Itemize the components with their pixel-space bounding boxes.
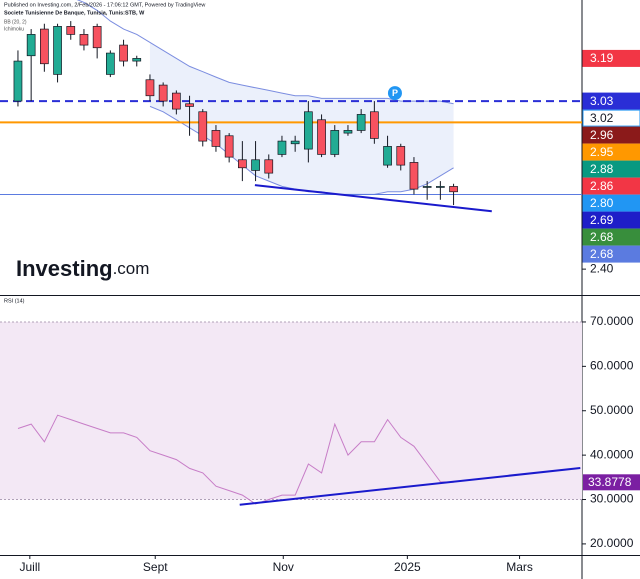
x-tick-label: Mars xyxy=(506,560,533,574)
candle-body xyxy=(277,140,287,155)
y-tick-label: 70.0000 xyxy=(590,314,634,328)
candle-body xyxy=(198,111,208,142)
candle-body xyxy=(422,186,432,188)
candle-body xyxy=(53,26,62,75)
level-label: 2.80 xyxy=(590,196,614,210)
watermark-brand: Investing xyxy=(16,256,113,281)
level-label-box xyxy=(582,160,640,178)
trendline xyxy=(239,467,581,506)
candle-body xyxy=(330,130,340,155)
level-label-box xyxy=(582,177,640,195)
candle-body xyxy=(92,26,102,49)
candle-body xyxy=(317,119,326,155)
candle-body xyxy=(409,162,419,190)
band-fill xyxy=(149,42,454,195)
x-tick-label: Sept xyxy=(143,560,168,574)
level-label-box xyxy=(582,211,640,229)
watermark: Investing.com xyxy=(16,256,149,281)
candle-body xyxy=(224,135,234,158)
x-tick-label: Juill xyxy=(19,560,40,574)
candle-body xyxy=(356,114,366,131)
candle-body xyxy=(211,130,221,147)
watermark-suffix: .com xyxy=(113,259,150,278)
candle-body xyxy=(106,52,115,75)
level-label-box xyxy=(582,245,640,263)
candle-body xyxy=(343,130,353,134)
level-label-box xyxy=(582,126,640,144)
level-label-box xyxy=(582,194,640,212)
candle-body xyxy=(13,60,23,102)
level-label: 2.88 xyxy=(590,162,614,176)
candle-body xyxy=(185,103,194,107)
level-label-box xyxy=(582,143,640,161)
level-label-box xyxy=(582,109,640,127)
candle-body xyxy=(132,58,142,62)
y-tick-label: 30.0000 xyxy=(590,492,634,506)
title: Societe Tunisienne De Banque, Tunisia, T… xyxy=(4,10,145,16)
legend-entry: Ichimoku xyxy=(4,26,24,32)
candle-body xyxy=(264,159,274,174)
candle-body xyxy=(290,140,300,145)
y-tick-label: 60.0000 xyxy=(590,359,634,373)
y-tick-label: 50.0000 xyxy=(590,403,634,417)
level-label: 2.86 xyxy=(590,179,614,193)
y-tick-label: 40.0000 xyxy=(590,447,634,461)
level-label-box xyxy=(582,92,640,110)
trendline xyxy=(254,184,492,213)
price-pane: P xyxy=(0,0,582,213)
candle-body xyxy=(26,34,36,57)
level-label: 3.19 xyxy=(590,51,614,65)
candle-body xyxy=(172,92,181,110)
overlay: 2.40 3.19 3.03 3.02 2.96 2.95 2.88 2.86 2.80 2.69… xyxy=(4,2,640,574)
candle-body xyxy=(436,186,445,188)
rsi-title: RSI (14) xyxy=(4,298,25,304)
candle-body xyxy=(238,159,247,169)
candle-body xyxy=(145,79,155,97)
x-tick-label: 2025 xyxy=(394,560,421,574)
y-tick-label: 20.0000 xyxy=(590,536,634,550)
candle-body xyxy=(304,111,313,150)
rsi-band xyxy=(0,321,582,500)
candle-body xyxy=(383,146,392,166)
level-label-box xyxy=(582,49,640,67)
candle-body xyxy=(370,111,379,139)
rsi-pane xyxy=(0,321,582,506)
y-tick-label: 2.40 xyxy=(590,261,614,275)
subtitle: Published on Investing.com, 2/Feb/2026 -… xyxy=(4,2,205,8)
candle-body xyxy=(396,146,406,166)
level-label-box xyxy=(582,228,640,246)
candle-body xyxy=(449,186,458,193)
x-tick-label: Nov xyxy=(273,560,294,574)
level-label: 2.68 xyxy=(590,247,614,261)
level-label: 3.03 xyxy=(590,94,614,108)
band-upper xyxy=(76,0,454,105)
level-label: 2.96 xyxy=(590,128,614,142)
candle-body xyxy=(79,34,89,46)
candle-body xyxy=(119,44,128,62)
current-value-label: 33.8778 xyxy=(588,475,632,489)
candle-body xyxy=(40,28,49,65)
level-label: 2.68 xyxy=(590,230,614,244)
level-label: 2.95 xyxy=(590,145,614,159)
candle-body xyxy=(66,26,76,35)
level-label: 2.69 xyxy=(590,213,614,227)
candle-body xyxy=(251,159,260,171)
legend-entry: BB (20, 2) xyxy=(4,19,27,25)
pivot-marker xyxy=(387,86,402,101)
rsi-line xyxy=(17,414,454,505)
current-value-box xyxy=(583,474,640,491)
candle-body xyxy=(158,84,168,102)
pivot-label: P xyxy=(392,88,398,98)
level-label: 3.02 xyxy=(590,111,614,125)
